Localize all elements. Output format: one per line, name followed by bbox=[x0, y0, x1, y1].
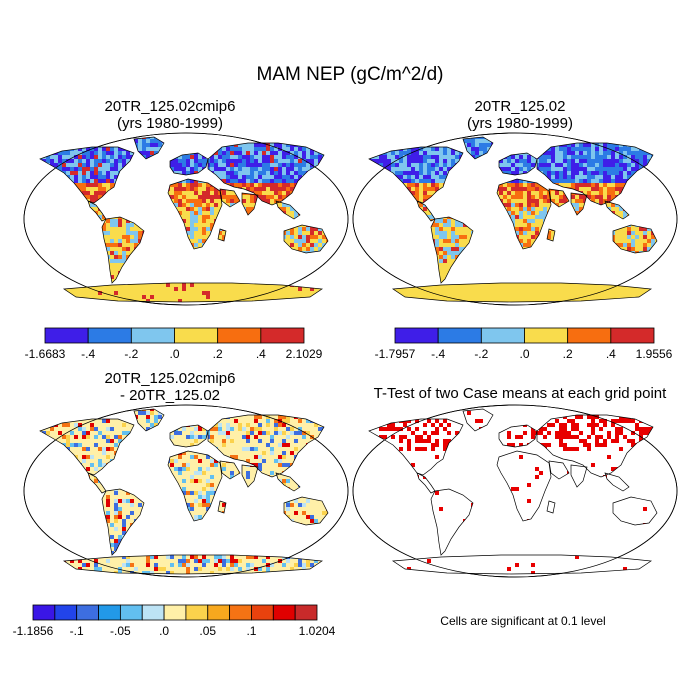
land-india bbox=[571, 465, 587, 487]
colorbar-tick-label: 1.0204 bbox=[299, 624, 336, 638]
colorbar-tick-label: -.4 bbox=[431, 347, 445, 361]
colorbar-swatch bbox=[217, 327, 262, 344]
map-ttest bbox=[352, 404, 678, 578]
colorbar-swatch bbox=[437, 327, 482, 344]
colorbar-swatch bbox=[141, 604, 165, 621]
colorbar-swatch bbox=[567, 327, 612, 344]
panel-title-difference-line1: 20TR_125.02cmip6 bbox=[104, 370, 236, 387]
panel-title-difference: 20TR_125.02cmip6 - 20TR_125.02 bbox=[20, 370, 320, 404]
colorbar-tick-label: -1.7957 bbox=[375, 347, 416, 361]
colorbar-swatch bbox=[32, 604, 56, 621]
panel-title-ttest-line1: T-Test of two Case means at each grid po… bbox=[373, 385, 667, 402]
coastlines bbox=[39, 408, 329, 575]
figure-title: MAM NEP (gC/m^2/d) bbox=[256, 64, 444, 85]
colorbar-swatch bbox=[174, 327, 219, 344]
colorbar-swatch bbox=[87, 327, 132, 344]
panel-title-case1-line2: (yrs 1980-1999) bbox=[117, 115, 223, 132]
colorbar-tick-label: -.1 bbox=[70, 624, 84, 638]
panel-title-difference-line2: - 20TR_125.02 bbox=[119, 387, 221, 404]
colorbar-tick-label: -.4 bbox=[81, 347, 95, 361]
map-difference bbox=[23, 404, 349, 578]
colorbar-swatch bbox=[163, 604, 187, 621]
colorbar-swatch bbox=[185, 604, 209, 621]
colorbar-swatch bbox=[207, 604, 231, 621]
colorbar-tick-label: .4 bbox=[606, 347, 616, 361]
colorbar-swatch bbox=[251, 604, 274, 621]
coastlines bbox=[368, 136, 658, 303]
colorbar-tick-label: -1.1856 bbox=[13, 624, 54, 638]
land-arabia bbox=[549, 461, 569, 479]
land-australia bbox=[613, 497, 657, 525]
panel-title-case2-line1: 20TR_125.02 bbox=[474, 98, 566, 115]
panel-title-case2-line2: (yrs 1980-1999) bbox=[467, 115, 573, 132]
colorbar-tick-label: .1 bbox=[246, 624, 256, 638]
colorbar-swatch bbox=[130, 327, 175, 344]
colorbar-swatch bbox=[610, 327, 655, 344]
colorbar-tick-label: -.05 bbox=[110, 624, 131, 638]
panel-title-case2: 20TR_125.02 (yrs 1980-1999) bbox=[370, 98, 670, 132]
land-central-america bbox=[417, 473, 435, 493]
colorbar-swatch bbox=[54, 604, 78, 621]
colorbar-tick-label: -.2 bbox=[474, 347, 488, 361]
colorbar-swatch bbox=[480, 327, 525, 344]
colorbar-case1: -1.6683 -.4 -.2 .0 .2 .4 2.1029 bbox=[25, 327, 323, 361]
colorbar-tick-label: .0 bbox=[519, 347, 529, 361]
colorbar-swatch bbox=[98, 604, 121, 621]
land-antarctica bbox=[393, 555, 651, 574]
colorbar-tick-label: -.2 bbox=[124, 347, 138, 361]
significance-note: Cells are significant at 0.1 level bbox=[440, 614, 606, 628]
colorbar-tick-label: .0 bbox=[159, 624, 169, 638]
colorbar-tick-label: .2 bbox=[563, 347, 573, 361]
colorbar-tick-label: .0 bbox=[169, 347, 179, 361]
colorbar-swatch bbox=[44, 327, 89, 344]
colorbar-case2: -1.7957 -.4 -.2 .0 .2 .4 1.9556 bbox=[375, 327, 673, 361]
coastlines bbox=[368, 408, 658, 575]
colorbar-swatch bbox=[272, 604, 296, 621]
land-se-asia bbox=[605, 473, 629, 491]
map-case2 bbox=[352, 132, 678, 306]
colorbar-swatch bbox=[524, 327, 569, 344]
panel-title-case1: 20TR_125.02cmip6 (yrs 1980-1999) bbox=[20, 98, 320, 132]
map-case1 bbox=[23, 132, 349, 306]
colorbar-swatch bbox=[76, 604, 99, 621]
colorbar-tick-label: -1.6683 bbox=[25, 347, 66, 361]
colorbar-swatch bbox=[229, 604, 252, 621]
land-south-america bbox=[431, 489, 473, 555]
colorbar-difference: -1.1856 -.1 -.05 .0 .05 .1 1.0204 bbox=[13, 604, 336, 638]
colorbar-swatch bbox=[294, 604, 318, 621]
colorbar-tick-label: 2.1029 bbox=[286, 347, 323, 361]
land-madagascar bbox=[547, 501, 555, 513]
colorbar-tick-label: .2 bbox=[213, 347, 223, 361]
colorbar-tick-label: .05 bbox=[199, 624, 216, 638]
colorbar-swatch bbox=[260, 327, 305, 344]
colorbar-tick-label: 1.9556 bbox=[636, 347, 673, 361]
panel-title-ttest: T-Test of two Case means at each grid po… bbox=[340, 385, 700, 402]
colorbar-tick-label: .4 bbox=[256, 347, 266, 361]
colorbar-swatch bbox=[394, 327, 439, 344]
colorbar-swatch bbox=[119, 604, 143, 621]
panel-title-case1-line1: 20TR_125.02cmip6 bbox=[104, 98, 236, 115]
coastlines bbox=[39, 136, 329, 303]
